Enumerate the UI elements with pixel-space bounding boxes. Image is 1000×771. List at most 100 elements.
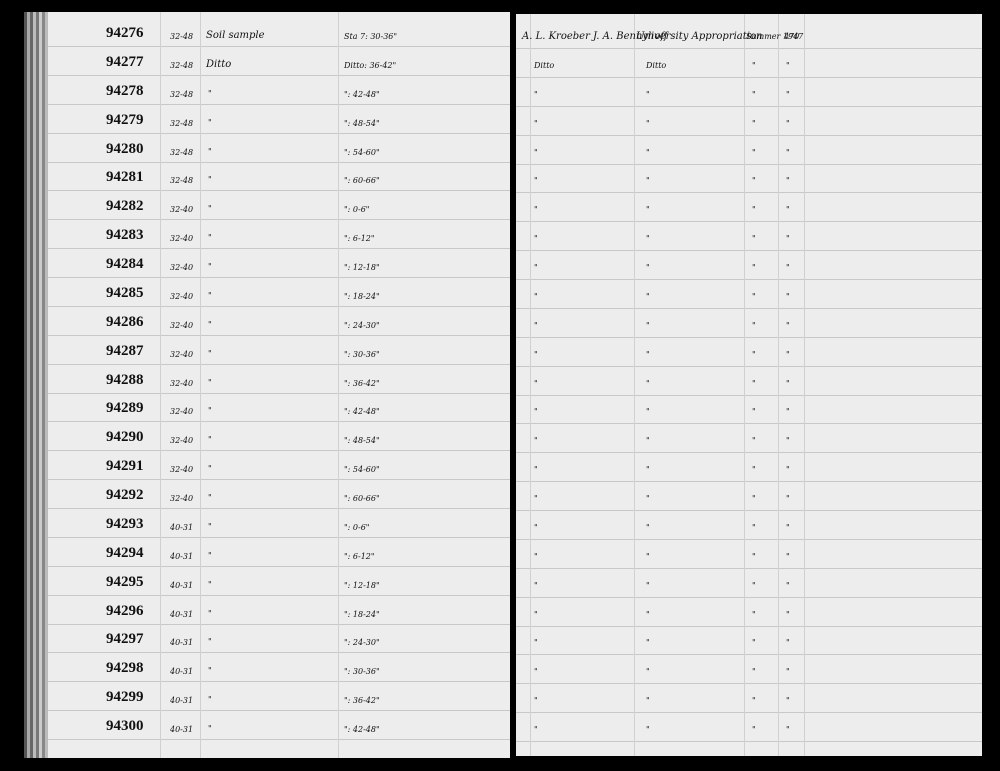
catalog-number: 94284 [106,256,144,272]
catalog-number: 94296 [106,602,144,619]
column-rule [778,14,779,756]
rule-line [516,192,982,194]
lot-code: 32-40 [170,205,194,215]
rule-line [48,450,510,452]
rule-line [48,161,510,163]
catalog-number: 94293 [106,515,144,532]
date: " [752,89,756,99]
collector: " [534,407,538,417]
lot-code: 32-40 [170,349,194,359]
rule-line [516,625,982,627]
rule-line [48,565,510,567]
source: " [646,291,650,301]
accession: " [786,176,790,186]
catalog-number: 94280 [106,140,144,157]
collector: " [534,465,538,475]
accession: " [786,667,790,677]
rule-line [516,307,982,309]
location: Ditto: 36-42" [344,60,397,70]
rule-line [516,683,982,685]
date: " [752,522,756,532]
rule-line [516,48,982,49]
date: " [752,263,756,272]
collector: " [534,638,538,648]
lot-code: 40-31 [170,522,194,532]
rule-line [516,654,982,656]
rule-line [48,392,510,394]
location: ": 42-48" [344,89,380,99]
accession: " [786,465,790,475]
description: " [208,666,212,676]
rule-line [516,510,982,511]
description: " [208,521,212,531]
date: " [752,176,756,186]
lot-code: 32-48 [170,118,194,128]
column-rule [200,12,201,758]
description: " [208,435,212,445]
catalog-number: 94290 [106,429,144,446]
collector: " [534,494,538,503]
rule-line [48,739,510,740]
rule-line [516,712,982,714]
description: " [208,695,212,705]
column-rule [338,12,339,758]
date: " [752,60,756,70]
lot-code: 40-31 [170,580,194,590]
rule-line [48,305,510,307]
rule-line [48,190,510,192]
location: ": 60-66" [344,494,380,503]
collector: " [534,436,538,446]
column-rule [160,12,161,758]
description: " [208,233,212,243]
rule-line [48,508,510,509]
description: " [208,550,212,560]
accession: " [786,118,790,128]
accession: " [786,263,790,272]
catalog-number: 94291 [106,458,144,475]
source: " [646,89,650,99]
accession: " [786,234,790,244]
location: ": 54-60" [344,147,380,157]
lot-code: 32-48 [170,32,194,41]
rule-line [516,76,982,78]
source: " [646,407,650,417]
collector: " [534,176,538,186]
location: ": 54-60" [344,465,380,475]
collector: " [534,725,538,734]
description: " [208,464,212,474]
source: " [646,147,650,157]
lot-code: 40-31 [170,638,194,648]
rule-line [516,452,982,454]
accession: " [786,205,790,215]
description: " [208,262,212,271]
description: " [208,724,212,733]
date: " [752,696,756,706]
rule-line [516,394,982,396]
collector: A. L. Kroeber J. A. Bennyhoff [522,31,668,42]
catalog-number: 94297 [106,631,144,648]
lot-code: 32-48 [170,89,194,99]
catalog-number: 94286 [106,313,144,330]
lot-code: 32-40 [170,407,194,417]
source: " [646,436,650,446]
collector: " [534,580,538,590]
location: Sta 7: 30-36" [344,32,398,41]
accession: " [786,320,790,330]
rule-line [516,741,982,742]
description: " [208,377,212,387]
location: ": 30-36" [344,667,380,677]
accession: " [786,147,790,157]
lot-code: 32-40 [170,494,194,503]
location: ": 18-24" [344,291,380,301]
location: ": 12-18" [344,580,380,590]
lot-code: 40-31 [170,609,194,619]
collector: " [534,118,538,128]
accession: " [786,407,790,417]
location: ": 42-48" [344,725,380,734]
source: " [646,494,650,503]
source: " [646,234,650,244]
collector: " [534,263,538,272]
column-rule [744,14,745,756]
collector: " [534,205,538,215]
accession: " [786,638,790,648]
